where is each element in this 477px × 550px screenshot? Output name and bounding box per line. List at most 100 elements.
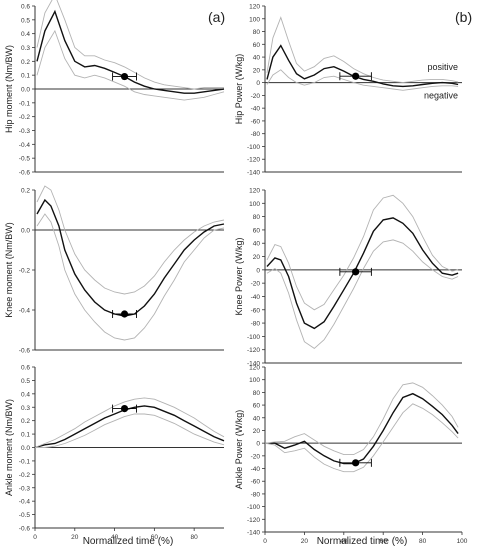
chart-4-ytick-label: -100 bbox=[247, 144, 260, 151]
chart-2: 0.2 0.0 -0.2 -0.4 -0.6 Knee moment (Nm/BW) bbox=[4, 185, 225, 355]
chart-3-series-mean bbox=[34, 405, 225, 449]
chart-1-ytick-label: -0.1 bbox=[19, 100, 31, 107]
chart-6-ytick-label: 0 bbox=[256, 441, 260, 448]
chart-3-ytick-label: 0.5 bbox=[21, 378, 30, 385]
chart-6-ytick-label: -100 bbox=[247, 504, 260, 511]
chart-6-ytick-label: -20 bbox=[251, 453, 261, 460]
chart-2-ytick-label: -0.2 bbox=[19, 268, 31, 275]
chart-6-series-lower bbox=[264, 403, 459, 473]
chart-3-xtick-label: 60 bbox=[151, 534, 159, 541]
plots: 0.6 0.5 0.4 0.3 0.2 0.1 0.0 -0.1 -0.2 -0.3 -0.4 -0.… bbox=[4, 0, 468, 545]
chart-5-ytick-label: 60 bbox=[253, 227, 261, 234]
chart-5-ytick-label: 100 bbox=[249, 201, 260, 208]
chart-4-ytick-label: -120 bbox=[247, 157, 260, 164]
chart-3-ytick-label: -0.2 bbox=[19, 472, 31, 479]
chart-1-y-axis-label: Hip moment (Nm/BW) bbox=[4, 45, 14, 133]
chart-4-ytick-label: 0 bbox=[256, 80, 260, 87]
chart-1-ytick-label: 0.6 bbox=[21, 4, 30, 11]
chart-6-ytick-label: 40 bbox=[253, 415, 261, 422]
chart-4-ytick-label: 60 bbox=[253, 42, 261, 49]
chart-3-xtick-label: 0 bbox=[33, 534, 37, 541]
chart-3-ytick-label: -0.6 bbox=[19, 526, 31, 533]
chart-4-series-lower bbox=[266, 69, 459, 91]
chart-4: 120 100 80 60 40 20 0 -20 -40 -60 -80 -100 -120 -140 H… bbox=[234, 4, 462, 177]
chart-4-ytick-label: 20 bbox=[253, 67, 261, 74]
panel-label-b: (b) bbox=[455, 9, 472, 25]
chart-3-xtick-label: 80 bbox=[191, 534, 199, 541]
chart-1-series-lower bbox=[36, 29, 225, 101]
chart-1-ytick-label: 0.0 bbox=[21, 87, 30, 94]
chart-2-ytick-label: 0.0 bbox=[21, 228, 30, 235]
chart-4-ytick-label: 40 bbox=[253, 55, 261, 62]
panel-label-a: (a) bbox=[208, 9, 225, 25]
chart-6-ytick-label: 60 bbox=[253, 403, 261, 410]
chart-4-annotation-positive: positive bbox=[427, 62, 458, 72]
chart-5-ytick-label: -20 bbox=[251, 281, 261, 288]
chart-6-marker bbox=[352, 459, 360, 467]
chart-3-ytick-label: 0.2 bbox=[21, 418, 30, 425]
chart-4-ytick-label: -60 bbox=[251, 118, 261, 125]
chart-1-marker bbox=[120, 72, 129, 81]
chart-6-xtick-label: 100 bbox=[457, 538, 468, 545]
chart-5-ytick-label: -40 bbox=[251, 294, 261, 301]
chart-1: 0.6 0.5 0.4 0.3 0.2 0.1 0.0 -0.1 -0.2 -0.3 -0.4 -0.… bbox=[4, 0, 225, 177]
chart-5-series-lower bbox=[266, 239, 459, 349]
chart-1-ytick-label: 0.2 bbox=[21, 59, 30, 66]
chart-6-ytick-label: 120 bbox=[249, 365, 260, 372]
chart-3-series-upper bbox=[34, 397, 225, 448]
chart-3-ytick-label: 0.6 bbox=[21, 365, 30, 372]
chart-3-ytick-label: -0.3 bbox=[19, 485, 31, 492]
chart-3: 0.6 0.5 0.4 0.3 0.2 0.1 0.0 -0.1 -0.2 -0.3 -0.4 -0.… bbox=[4, 365, 225, 541]
chart-1-series-mean bbox=[36, 9, 225, 94]
chart-5-ytick-label: 0 bbox=[256, 267, 260, 274]
chart-6-ytick-label: -60 bbox=[251, 479, 261, 486]
chart-4-ytick-label: 80 bbox=[253, 29, 261, 36]
chart-3-ytick-label: 0.1 bbox=[21, 432, 30, 439]
chart-5-ytick-label: -100 bbox=[247, 334, 260, 341]
chart-6-series-upper bbox=[264, 382, 459, 456]
chart-5-ytick-label: -120 bbox=[247, 347, 260, 354]
chart-1-ytick-label: 0.4 bbox=[21, 31, 30, 38]
chart-3-ytick-label: 0.3 bbox=[21, 405, 30, 412]
chart-1-ytick-label: 0.3 bbox=[21, 45, 30, 52]
chart-1-ytick-label: 0.5 bbox=[21, 17, 30, 24]
chart-1-ytick-label: -0.6 bbox=[19, 170, 31, 177]
chart-6-xtick-label: 60 bbox=[380, 538, 388, 545]
chart-2-series-upper bbox=[36, 185, 225, 295]
chart-3-xtick-label: 40 bbox=[111, 534, 119, 541]
chart-4-y-axis-label: Hip Power (W/kg) bbox=[234, 54, 244, 125]
chart-3-series-lower bbox=[35, 413, 225, 448]
chart-5-ytick-label: 120 bbox=[249, 188, 260, 195]
chart-1-ytick-label: 0.1 bbox=[21, 73, 30, 80]
chart-1-ytick-label: -0.2 bbox=[19, 114, 31, 121]
chart-3-marker bbox=[120, 404, 129, 413]
chart-4-series-upper bbox=[266, 16, 459, 84]
chart-5-series-upper bbox=[266, 194, 459, 311]
chart-2-y-axis-label: Knee moment (Nm/BW) bbox=[4, 222, 14, 318]
chart-6-ytick-label: -80 bbox=[251, 491, 261, 498]
chart-3-ytick-label: -0.5 bbox=[19, 512, 31, 519]
chart-6-ytick-label: -140 bbox=[247, 530, 260, 537]
chart-4-ytick-label: -140 bbox=[247, 170, 260, 177]
chart-5-ytick-label: 20 bbox=[253, 254, 261, 261]
chart-4-ytick-label: -80 bbox=[251, 131, 261, 138]
chart-4-ytick-label: -40 bbox=[251, 106, 261, 113]
chart-6-xtick-label: 80 bbox=[419, 538, 427, 545]
x-axis-label-a: Normalized time (%) bbox=[83, 536, 174, 547]
chart-5-ytick-label: 40 bbox=[253, 241, 261, 248]
chart-6-xtick-label: 40 bbox=[340, 538, 348, 545]
chart-4-ytick-label: 120 bbox=[249, 4, 260, 11]
chart-3-ytick-label: -0.4 bbox=[19, 499, 31, 506]
chart-1-ytick-label: -0.4 bbox=[19, 142, 31, 149]
chart-2-ytick-label: 0.2 bbox=[21, 188, 30, 195]
chart-2-marker bbox=[120, 310, 129, 318]
chart-5-ytick-label: -140 bbox=[247, 361, 260, 368]
chart-6: 120100806040200-20-40-60-80-100-120-1400… bbox=[234, 365, 468, 546]
chart-6-ytick-label: -40 bbox=[251, 466, 261, 473]
chart-1-ytick-label: -0.5 bbox=[19, 156, 31, 163]
chart-2-ytick-label: -0.4 bbox=[19, 308, 31, 315]
chart-5-ytick-label: -80 bbox=[251, 321, 261, 328]
chart-3-xtick-label: 20 bbox=[71, 534, 79, 541]
chart-6-ytick-label: -120 bbox=[247, 517, 260, 524]
chart-1-series-upper bbox=[36, 0, 224, 90]
